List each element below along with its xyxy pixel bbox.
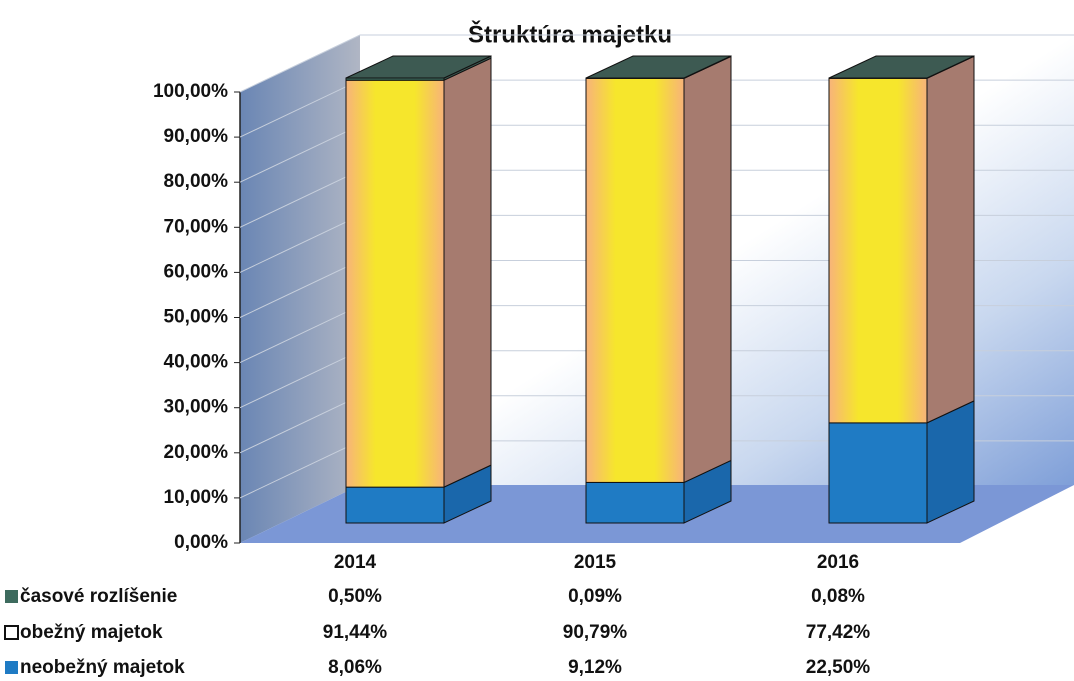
bar-side (926, 55, 975, 424)
grid-line (239, 34, 1074, 93)
bar-segment (828, 77, 928, 424)
bar-segment (345, 486, 445, 524)
table-value: 22,50% (806, 657, 871, 678)
legend-label: obežný majetok (20, 622, 163, 643)
chart-title: Štruktúra majetku (468, 20, 672, 48)
y-tick-label: 100,00% (153, 81, 228, 102)
y-tick-label: 90,00% (164, 126, 229, 147)
bar-top (828, 55, 975, 79)
legend-label: neobežný majetok (20, 657, 185, 678)
bar-segment (345, 79, 445, 488)
x-tick-label: 2014 (334, 552, 377, 573)
y-tick-label: 30,00% (164, 397, 229, 418)
bar-top (585, 55, 732, 79)
table-value: 9,12% (568, 657, 622, 678)
table-value: 0,08% (811, 586, 865, 607)
table-value: 91,44% (323, 622, 388, 643)
y-tick-label: 10,00% (164, 487, 229, 508)
legend-swatch (5, 590, 18, 603)
legend-swatch (5, 661, 18, 674)
table-value: 0,09% (568, 586, 622, 607)
bar-segment (585, 481, 685, 524)
table-value: 77,42% (806, 622, 871, 643)
table-value: 8,06% (328, 657, 382, 678)
x-tick-label: 2016 (817, 552, 859, 573)
bar-top (345, 55, 492, 79)
legend-swatch (4, 625, 19, 640)
bar-side (683, 55, 732, 484)
table-value: 90,79% (563, 622, 628, 643)
y-tick-label: 70,00% (164, 216, 229, 237)
y-tick-label: 0,00% (174, 532, 228, 553)
bar-segment (585, 77, 685, 483)
bar-segment (828, 422, 928, 524)
y-tick-label: 20,00% (164, 442, 229, 463)
bar-side (443, 57, 492, 488)
y-tick-label: 80,00% (164, 171, 229, 192)
legend-label: časové rozlíšenie (20, 586, 177, 607)
y-tick-label: 40,00% (164, 352, 229, 373)
table-value: 0,50% (328, 586, 382, 607)
x-tick-label: 2015 (574, 552, 617, 573)
y-tick-label: 50,00% (164, 307, 229, 328)
y-tick-label: 60,00% (164, 261, 229, 282)
